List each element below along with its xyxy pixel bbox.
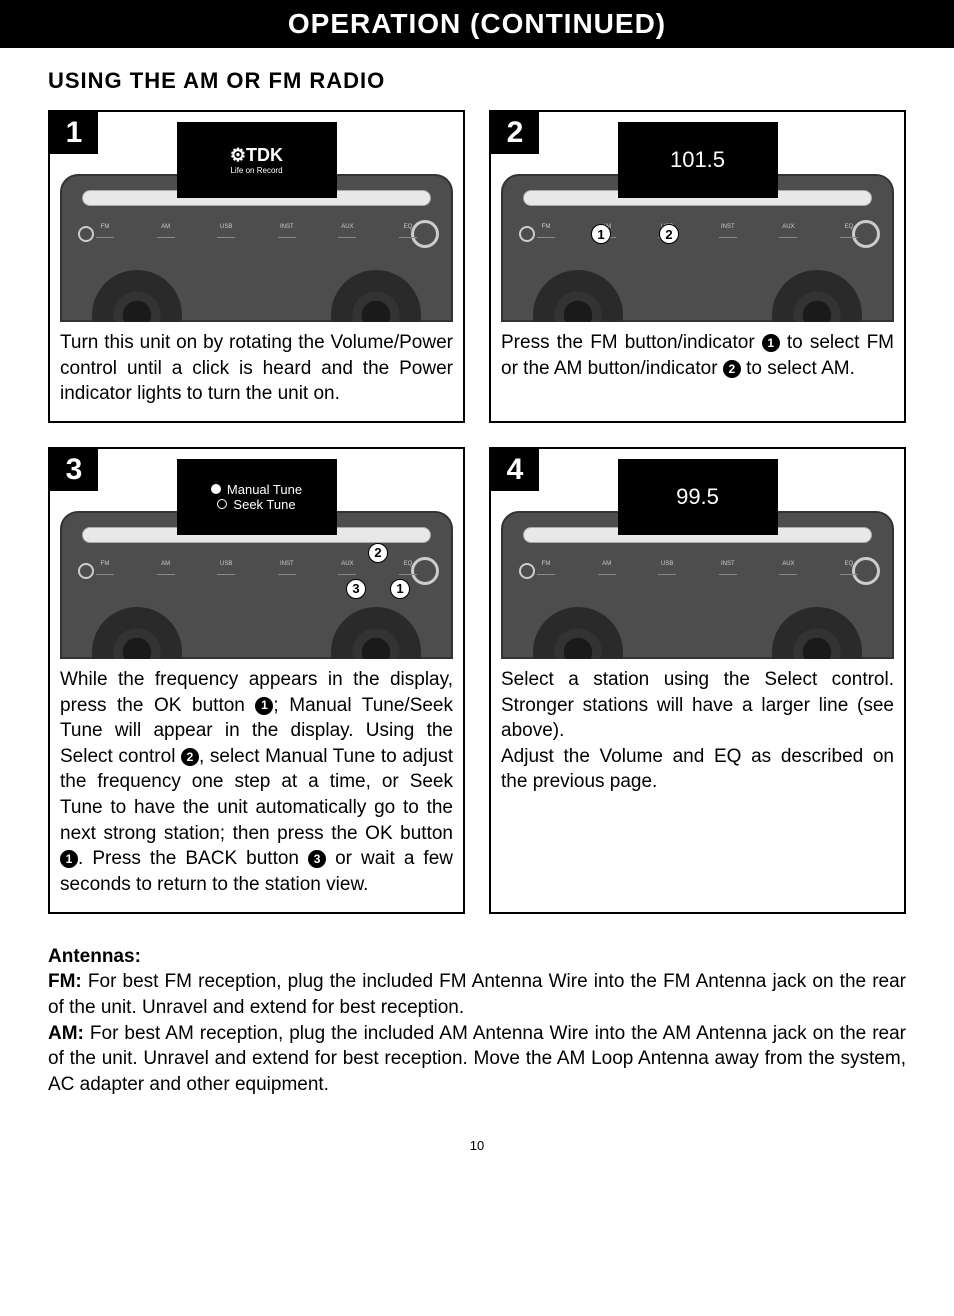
diagram-callout: 2 [368, 543, 388, 563]
step-number: 2 [491, 112, 539, 154]
step-number: 3 [50, 449, 98, 491]
step-diagram: 3FMAMUSBINSTAUXEQManual TuneSeek Tune123 [50, 449, 463, 659]
speaker-left [92, 270, 182, 322]
step-diagram: 4 FM AM USB INST AUX EQ 99.5 [491, 449, 904, 659]
device-button: FM [537, 561, 555, 575]
device-button: FM [96, 561, 114, 575]
device-button: INST [719, 561, 737, 575]
callout-circle-icon: 2 [723, 360, 741, 378]
antennas-heading: Antennas: [48, 944, 906, 970]
device-button: EQ [840, 224, 858, 238]
step-diagram: 1 FM AM USB INST AUX EQ ⚙TDKLife on Record [50, 112, 463, 322]
device-button: AM [157, 224, 175, 238]
device-button: USB [217, 224, 235, 238]
step-text: Turn this unit on by rotating the Volume… [50, 322, 463, 421]
device-button: AUX [779, 561, 797, 575]
step-text-fragment: Select a station using the Select contro… [501, 669, 894, 741]
diagram-callout: 3 [346, 579, 366, 599]
step-cell: 2FMAMUSBINSTAUXEQ101.512Press the FM but… [489, 110, 906, 423]
device-button: INST [719, 224, 737, 238]
step-text-fragment: Press the FM button/indicator [501, 332, 762, 353]
callout-circle-icon: 1 [255, 697, 273, 715]
step-diagram: 2FMAMUSBINSTAUXEQ101.512 [491, 112, 904, 322]
power-knob [78, 226, 94, 242]
step-text-fragment: Adjust the Volume and EQ as described on… [501, 746, 894, 793]
speaker-right [331, 270, 421, 322]
speaker-right [772, 270, 862, 322]
power-knob [519, 563, 535, 579]
am-text: For best AM reception, plug the included… [48, 1023, 906, 1095]
page-number: 10 [48, 1138, 906, 1153]
step-text-fragment: Turn this unit on by rotating the Volume… [60, 332, 453, 404]
am-note: AM: For best AM reception, plug the incl… [48, 1021, 906, 1098]
diagram-callout: 1 [591, 224, 611, 244]
device-screen: ⚙TDKLife on Record [177, 122, 337, 198]
diagram-callout: 2 [659, 224, 679, 244]
am-label: AM: [48, 1023, 84, 1044]
section-subhead: USING THE AM OR FM RADIO [48, 68, 906, 94]
speaker-right [331, 607, 421, 659]
radio-dot-icon [217, 499, 227, 509]
fm-label: FM: [48, 971, 82, 992]
logo-line: ⚙TDK [230, 145, 283, 166]
step-cell: 1 FM AM USB INST AUX EQ ⚙TDKLife on Record Turn … [48, 110, 465, 423]
device-button: EQ [399, 561, 417, 575]
device-screen: 99.5 [618, 459, 778, 535]
speaker-right [772, 607, 862, 659]
speaker-left [92, 607, 182, 659]
callout-circle-icon: 3 [308, 850, 326, 868]
device-button: USB [658, 561, 676, 575]
screen-line: 99.5 [676, 484, 719, 510]
device-button: USB [217, 561, 235, 575]
step-number: 1 [50, 112, 98, 154]
step-cell: 4 FM AM USB INST AUX EQ 99.5 Select a station us… [489, 447, 906, 914]
step-text: While the frequency appears in the displ… [50, 659, 463, 912]
device-button: AUX [779, 224, 797, 238]
tune-option: Seek Tune [217, 497, 295, 512]
speaker-left [533, 607, 623, 659]
device-button: AM [157, 561, 175, 575]
steps-grid: 1 FM AM USB INST AUX EQ ⚙TDKLife on Record Turn … [48, 110, 906, 914]
power-knob [78, 563, 94, 579]
device-button: AM [598, 561, 616, 575]
step-number: 4 [491, 449, 539, 491]
callout-circle-icon: 2 [181, 748, 199, 766]
step-text-fragment: to select AM. [741, 358, 855, 379]
device-button: EQ [840, 561, 858, 575]
tune-option-label: Seek Tune [233, 497, 295, 512]
fm-text: For best FM reception, plug the included… [48, 971, 906, 1018]
callout-circle-icon: 1 [60, 850, 78, 868]
callout-circle-icon: 1 [762, 334, 780, 352]
device-button-row: FM AM USB INST AUX EQ [537, 561, 858, 575]
step-text-fragment: . Press the BACK button [78, 848, 308, 869]
step-cell: 3FMAMUSBINSTAUXEQManual TuneSeek Tune123… [48, 447, 465, 914]
radio-dot-icon [211, 484, 221, 494]
device-button: AUX [338, 561, 356, 575]
device-button: FM [96, 224, 114, 238]
tune-option: Manual Tune [211, 482, 302, 497]
page: OPERATION (CONTINUED) USING THE AM OR FM… [0, 0, 954, 1173]
logo-subline: Life on Record [230, 166, 282, 175]
tune-option-label: Manual Tune [227, 482, 302, 497]
speaker-left [533, 270, 623, 322]
content: USING THE AM OR FM RADIO 1 FM AM USB INST AUX… [0, 48, 954, 1173]
step-text: Press the FM button/indicator 1 to selec… [491, 322, 904, 395]
header-bar: OPERATION (CONTINUED) [0, 0, 954, 48]
device-button-row: FMAMUSBINSTAUXEQ [537, 224, 858, 238]
device-button: AUX [338, 224, 356, 238]
device-screen: Manual TuneSeek Tune [177, 459, 337, 535]
step-text: Select a station using the Select contro… [491, 659, 904, 809]
device-button-row: FM AM USB INST AUX EQ [96, 224, 417, 238]
diagram-callout: 1 [390, 579, 410, 599]
power-knob [519, 226, 535, 242]
fm-note: FM: For best FM reception, plug the incl… [48, 969, 906, 1020]
device-button: INST [278, 224, 296, 238]
antennas-notes: Antennas: FM: For best FM reception, plu… [48, 944, 906, 1098]
device-button-row: FM AM USB INST AUX EQ [96, 561, 417, 575]
device-button: FM [537, 224, 555, 238]
device-button: INST [278, 561, 296, 575]
device-button: EQ [399, 224, 417, 238]
screen-line: 101.5 [670, 147, 725, 173]
device-screen: 101.5 [618, 122, 778, 198]
